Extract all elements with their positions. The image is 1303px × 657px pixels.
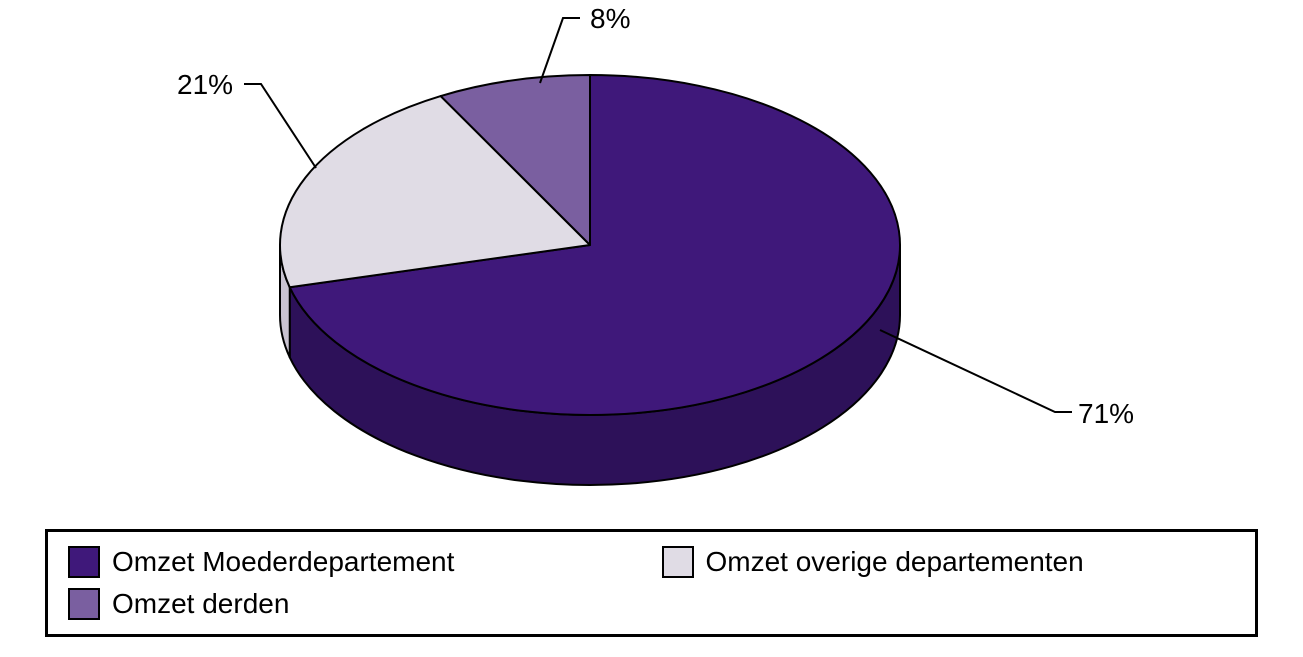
slice-percent-label: 71%	[1078, 398, 1134, 430]
leader-line	[540, 18, 580, 83]
legend-item-overige: Omzet overige departementen	[662, 546, 1236, 578]
legend-label: Omzet overige departementen	[706, 546, 1084, 578]
legend-item-moederdepartement: Omzet Moederdepartement	[68, 546, 642, 578]
legend-swatch	[662, 546, 694, 578]
leader-line	[880, 330, 1072, 412]
slice-percent-label: 21%	[177, 69, 233, 101]
slice-percent-label: 8%	[590, 3, 630, 35]
legend-item-derden: Omzet derden	[68, 588, 642, 620]
legend-swatch	[68, 588, 100, 620]
legend-label: Omzet derden	[112, 588, 289, 620]
legend: Omzet Moederdepartement Omzet overige de…	[45, 529, 1258, 637]
leader-line	[244, 84, 316, 168]
legend-swatch	[68, 546, 100, 578]
legend-label: Omzet Moederdepartement	[112, 546, 454, 578]
pie-chart-3d: 71% 21% 8%	[0, 0, 1303, 500]
